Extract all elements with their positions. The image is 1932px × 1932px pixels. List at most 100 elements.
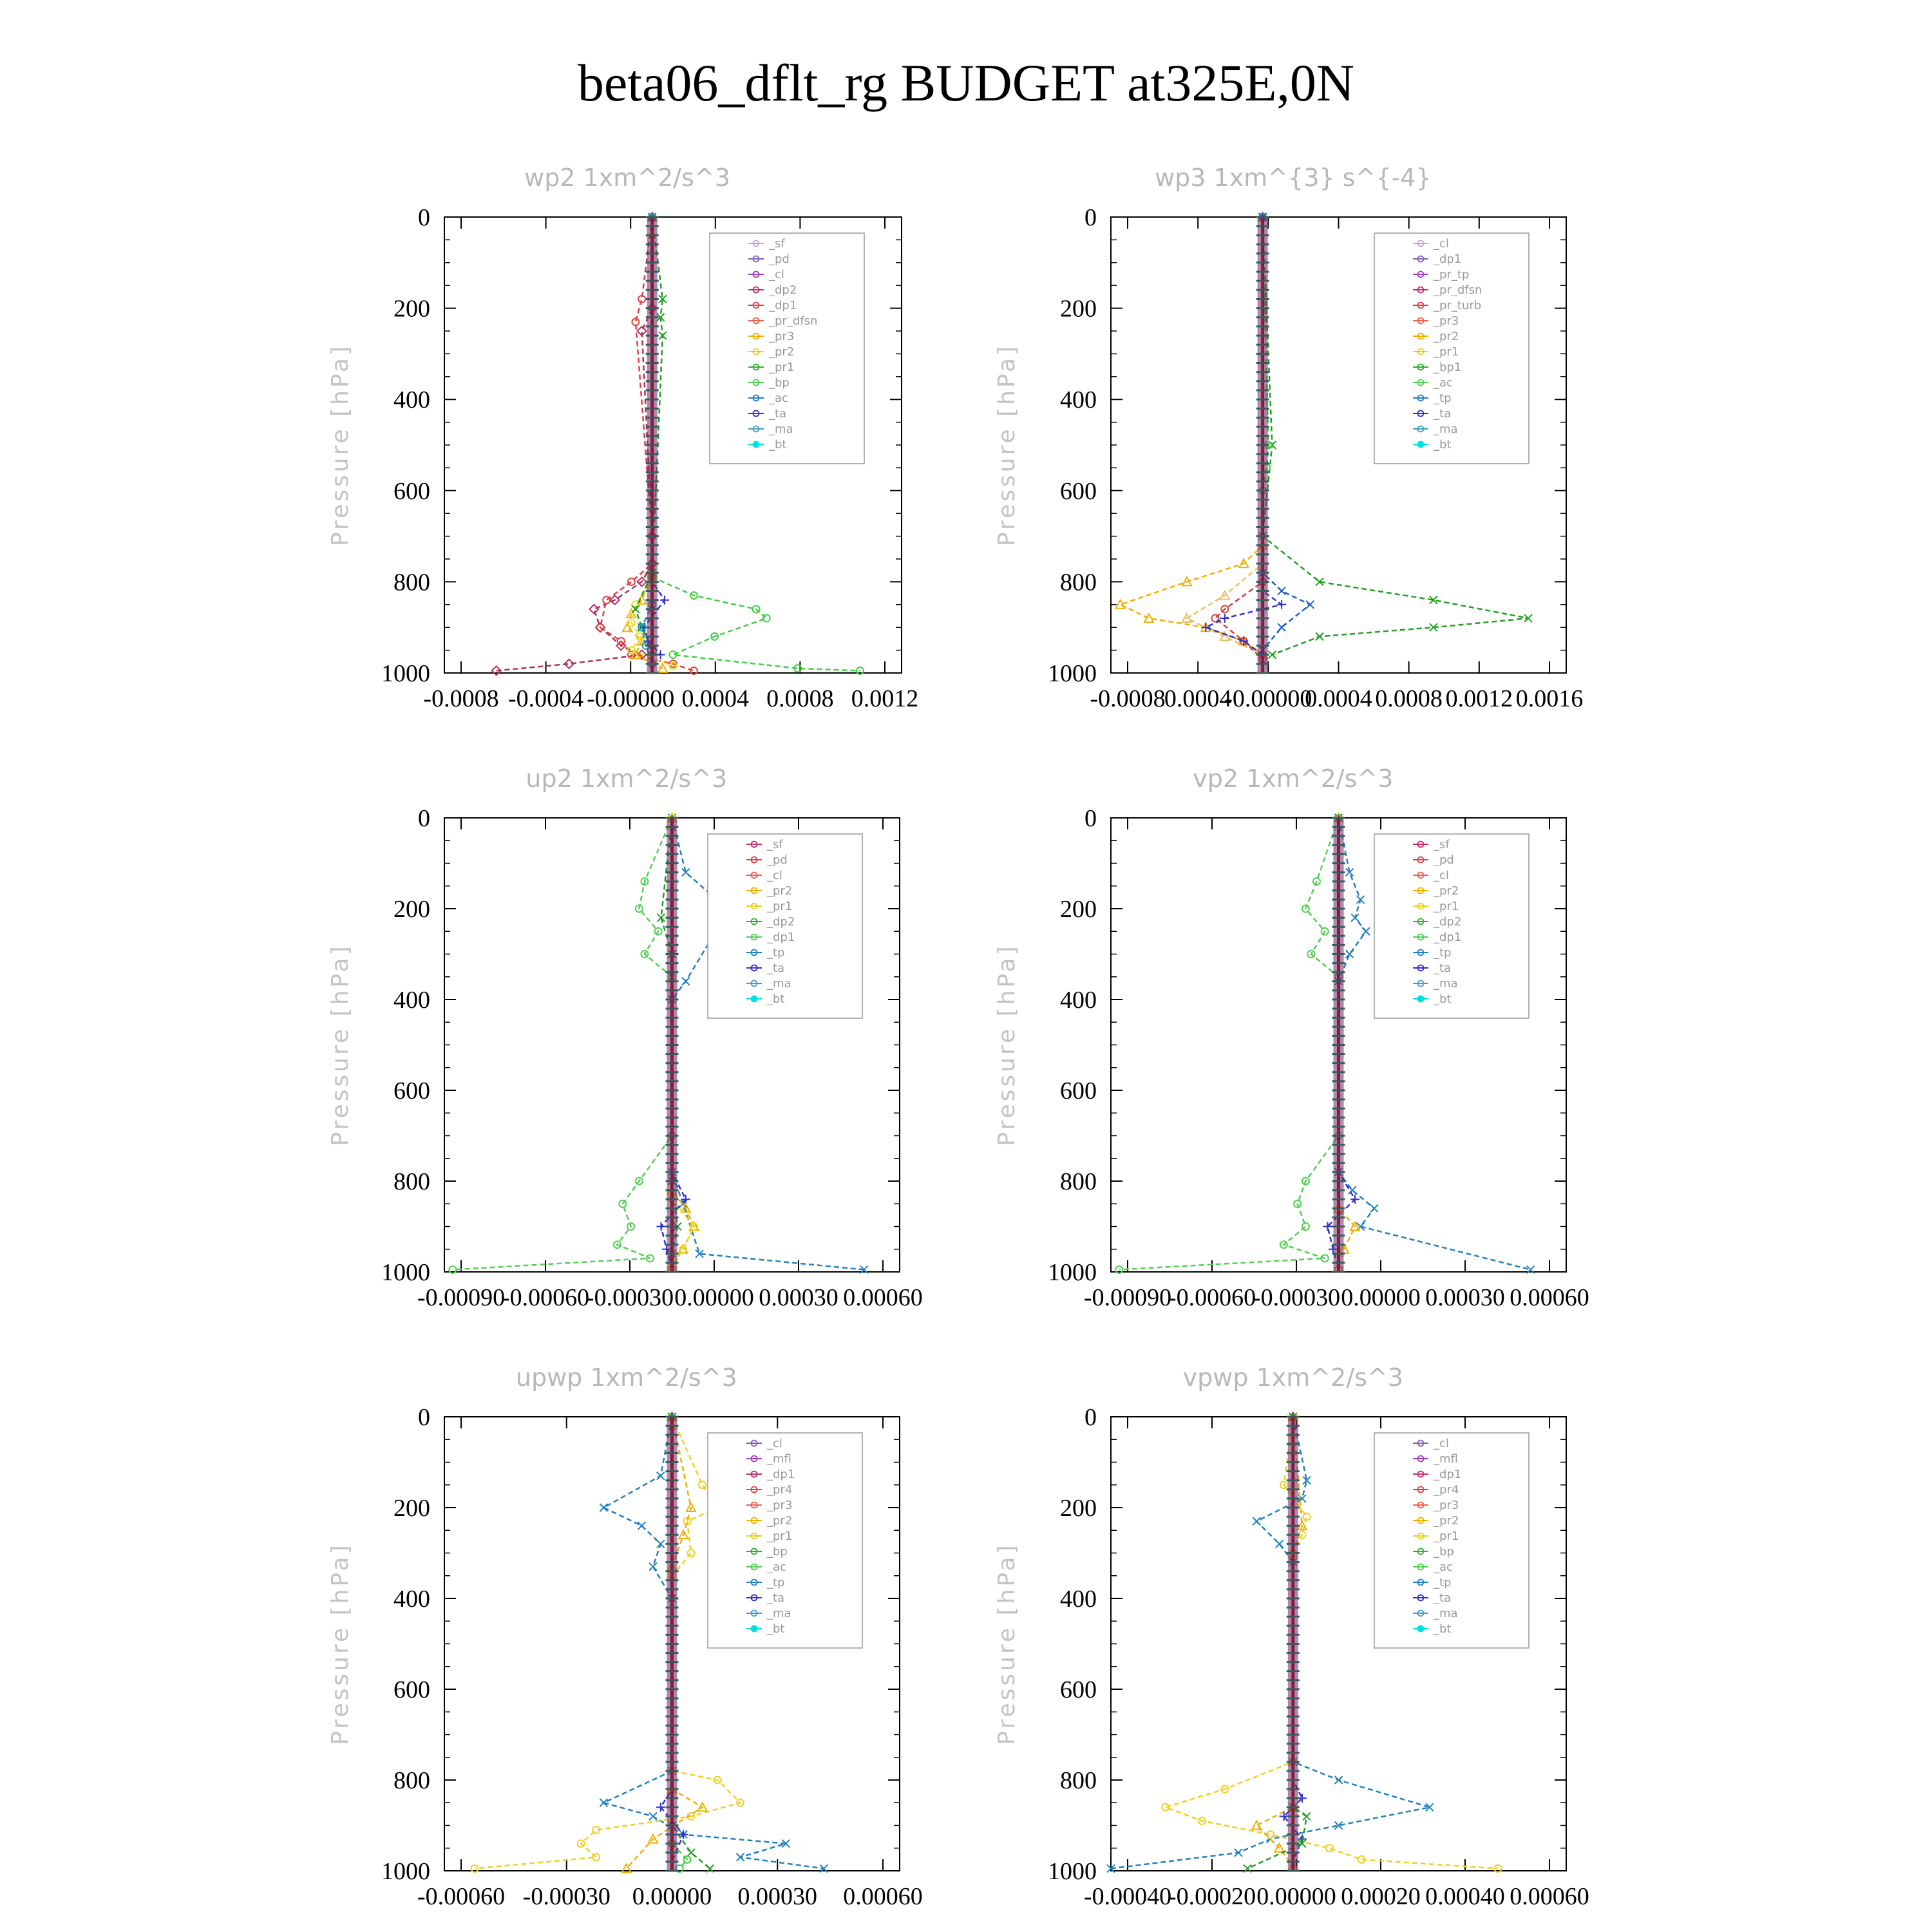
data-point xyxy=(685,1501,697,1512)
legend-entry: _bp xyxy=(768,376,790,390)
y-tick-label: 0 xyxy=(418,805,430,832)
x-tick-label: -0.00040 xyxy=(1084,1883,1171,1910)
legend-entry: _bp1 xyxy=(1433,361,1461,374)
legend-entry: _tp xyxy=(766,1576,784,1589)
data-point xyxy=(1349,1220,1361,1231)
x-tick-label: 0.0004 xyxy=(1305,685,1372,712)
data-point xyxy=(859,1265,869,1274)
data-point xyxy=(649,1562,658,1571)
y-tick-label: 200 xyxy=(393,296,430,323)
x-tick-label: -0.00030 xyxy=(1253,1284,1340,1311)
legend-entry: _pd xyxy=(766,853,788,867)
data-point xyxy=(710,632,719,641)
legend-entry: _sf xyxy=(768,237,785,251)
x-tick-label: -0.00020 xyxy=(1168,1883,1256,1910)
data-point xyxy=(1280,1481,1289,1490)
legend-marker xyxy=(1417,856,1425,864)
data-point xyxy=(689,666,698,675)
legend-marker xyxy=(750,995,758,1003)
legend-marker xyxy=(1417,1548,1425,1555)
series-line xyxy=(496,217,653,672)
y-axis-label: Pressure [hPa] xyxy=(327,344,354,546)
legend-entry: _ac xyxy=(1433,1560,1453,1574)
y-tick-label: 800 xyxy=(393,1767,430,1794)
data-point xyxy=(1220,1785,1229,1794)
data-point xyxy=(636,325,648,337)
x-tick-label: 0.00000 xyxy=(1256,1883,1336,1910)
legend-entry: _ac xyxy=(1433,376,1453,390)
x-tick-label: 0.00060 xyxy=(1510,1284,1589,1311)
x-tick-label: -0.00060 xyxy=(1168,1284,1256,1311)
y-axis-label: Pressure [hPa] xyxy=(994,1542,1020,1745)
data-point xyxy=(640,877,649,886)
y-tick-label: 200 xyxy=(1060,1495,1097,1522)
legend-entry: _tp xyxy=(766,946,784,960)
legend-box xyxy=(1374,232,1530,464)
legend-marker xyxy=(1417,964,1425,972)
legend-marker xyxy=(1417,425,1425,433)
figure-title: beta06_dflt_rg BUDGET at325E,0N xyxy=(577,53,1355,112)
legend-marker xyxy=(1417,286,1425,294)
y-tick-label: 1000 xyxy=(1048,1259,1097,1286)
series-line xyxy=(452,817,673,1271)
legend-marker xyxy=(750,856,758,864)
legend-entry: _cl xyxy=(1433,1437,1449,1450)
legend-marker xyxy=(1417,1486,1425,1493)
legend-entry: _pr3 xyxy=(768,330,794,343)
legend-marker xyxy=(1417,887,1425,895)
y-tick-label: 800 xyxy=(1060,1168,1097,1195)
data-point xyxy=(1115,1265,1124,1274)
data-point xyxy=(1315,577,1324,587)
data-point xyxy=(819,1864,828,1873)
data-point xyxy=(1307,950,1316,958)
y-tick-label: 200 xyxy=(393,896,430,923)
legend-marker xyxy=(1417,270,1425,278)
legend-marker xyxy=(750,1609,758,1617)
data-point xyxy=(634,904,643,913)
legend-entry: _pr2 xyxy=(1433,330,1459,343)
legend-entry: _cl xyxy=(1433,869,1449,882)
legend-marker xyxy=(752,348,760,355)
data-point xyxy=(1106,1864,1115,1873)
data-point xyxy=(1161,1803,1170,1812)
legend-entry: _ma xyxy=(1433,422,1458,436)
data-point xyxy=(1219,589,1231,600)
legend-marker xyxy=(750,933,758,941)
x-tick-label: -0.00060 xyxy=(502,1284,589,1311)
legend-marker xyxy=(752,379,760,386)
series-line xyxy=(1338,817,1531,1271)
x-tick-label: 0.00020 xyxy=(1341,1883,1421,1910)
data-point xyxy=(1302,1512,1311,1521)
legend-marker xyxy=(1417,840,1425,848)
legend-marker xyxy=(752,363,760,371)
legend-entry: _ac xyxy=(766,1560,786,1574)
data-point xyxy=(1356,1222,1365,1231)
x-tick-label: -0.00030 xyxy=(523,1883,611,1910)
data-point xyxy=(491,665,502,676)
data-point xyxy=(1197,1816,1206,1825)
x-tick-label: -0.00090 xyxy=(417,1284,505,1311)
data-point xyxy=(677,1529,689,1540)
data-point xyxy=(705,1864,715,1873)
y-tick-label: 200 xyxy=(1060,296,1097,323)
legend-marker xyxy=(750,1578,758,1586)
legend-entry: _ma xyxy=(766,1607,791,1620)
data-point xyxy=(1277,623,1286,632)
x-tick-label: 0.00060 xyxy=(843,1883,923,1910)
legend-entry: _cl xyxy=(768,268,784,281)
data-point xyxy=(1361,927,1370,936)
legend-marker xyxy=(1417,871,1425,879)
x-tick-label: 0.00060 xyxy=(1510,1883,1589,1910)
legend-marker xyxy=(752,255,760,263)
data-point xyxy=(588,603,600,615)
data-point xyxy=(680,1202,692,1213)
series-line xyxy=(1118,217,1264,656)
legend-marker xyxy=(750,840,758,848)
series-line xyxy=(601,1416,824,1870)
x-tick-label: -0.0008 xyxy=(423,685,498,712)
x-tick-label: 0.00000 xyxy=(674,1284,754,1311)
series-line xyxy=(1214,217,1264,660)
data-point xyxy=(656,1471,665,1481)
